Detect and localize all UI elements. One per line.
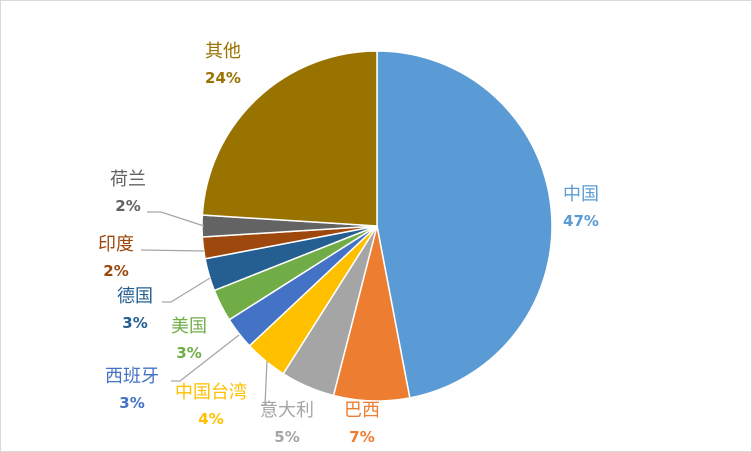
slice-percent: 4% — [198, 410, 224, 428]
slice-percent: 3% — [122, 314, 148, 332]
data-label-taiwan: 中国台湾 4% — [175, 380, 247, 432]
slice-percent: 2% — [115, 197, 141, 215]
slice-percent: 7% — [349, 428, 375, 446]
slice-name: 荷兰 — [110, 169, 146, 190]
slice-name: 巴西 — [344, 400, 380, 421]
data-label-italy: 意大利 5% — [260, 398, 314, 450]
leader-lines — [140, 211, 268, 406]
leader-line-italy — [261, 360, 268, 406]
data-label-usa: 美国 3% — [171, 314, 207, 366]
data-label-spain: 西班牙 3% — [105, 364, 159, 416]
slice-percent: 3% — [176, 344, 202, 362]
data-label-netherlands: 荷兰 2% — [110, 167, 146, 219]
slice-name: 西班牙 — [105, 366, 159, 387]
data-label-china: 中国 47% — [563, 182, 599, 234]
slice-name: 印度 — [98, 234, 134, 255]
slice-name: 中国 — [563, 184, 599, 205]
data-label-brazil: 巴西 7% — [344, 398, 380, 450]
slice-name: 德国 — [117, 286, 153, 307]
leader-line-spain — [171, 334, 240, 382]
data-label-other: 其他 24% — [205, 39, 241, 91]
slice-name: 美国 — [171, 316, 207, 337]
leader-line-germany — [162, 277, 211, 303]
slice-percent: 24% — [205, 69, 241, 87]
slice-name: 其他 — [205, 41, 241, 62]
leader-line-india — [140, 249, 205, 252]
leader-line-netherlands — [147, 211, 205, 227]
slice-percent: 5% — [274, 428, 300, 446]
data-label-germany: 德国 3% — [117, 284, 153, 336]
slice-name: 意大利 — [260, 400, 314, 421]
slice-percent: 47% — [563, 212, 599, 230]
slice-percent: 3% — [119, 394, 145, 412]
data-label-india: 印度 2% — [98, 232, 134, 284]
pie-slice-0 — [376, 50, 553, 399]
slice-percent: 2% — [103, 262, 129, 280]
slice-name: 中国台湾 — [175, 382, 247, 403]
pie-slice-9 — [201, 50, 378, 227]
